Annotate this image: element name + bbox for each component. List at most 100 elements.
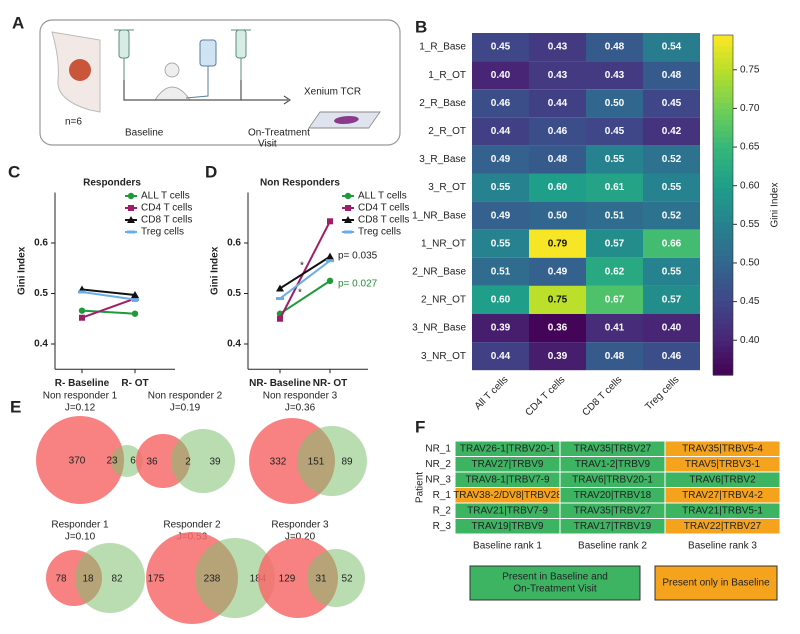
colorbar-step <box>713 148 733 155</box>
column-label: Baseline rank 3 <box>688 541 757 552</box>
colorbar-step <box>713 120 733 127</box>
heat-cell <box>586 342 643 371</box>
point <box>78 307 86 314</box>
cell-text: TRAV35|TRBV27 <box>574 505 652 516</box>
needle-left <box>114 29 134 80</box>
cell-label: 0.49 <box>548 266 568 277</box>
venn-count: 82 <box>111 574 123 585</box>
cell-label: 0.44 <box>548 98 568 109</box>
colorbar-step <box>713 256 733 263</box>
venn-circle <box>111 445 143 477</box>
row-label: 3_R_OT <box>428 182 466 193</box>
point <box>127 192 135 200</box>
colorbar-step <box>713 273 733 280</box>
cell-label: 0.50 <box>548 210 568 221</box>
cell-label: 0.61 <box>605 182 625 193</box>
colorbar-step <box>713 193 733 200</box>
cell-label: 0.55 <box>662 182 682 193</box>
row-label: 2_R_OT <box>428 126 466 137</box>
x-tick-label: NR- OT <box>313 378 347 389</box>
panel-label: B <box>415 17 427 36</box>
heat-cell <box>472 285 529 314</box>
column-label: Treg cells <box>643 374 681 412</box>
point <box>277 315 283 322</box>
cell-text: TRAV20|TRBV18 <box>574 490 652 501</box>
series-line <box>279 255 331 290</box>
cell-label: 0.60 <box>491 295 511 306</box>
cell-label: 0.48 <box>605 351 625 362</box>
panel-label: A <box>12 13 24 32</box>
heat-cell <box>643 285 700 314</box>
assay: Xenium TCR <box>304 87 361 98</box>
point <box>327 218 333 225</box>
heat-cell <box>586 173 643 202</box>
colorbar-step <box>713 154 733 161</box>
colorbar-step <box>713 199 733 206</box>
colorbar-tick-label: 0.70 <box>740 103 760 114</box>
colorbar-step <box>713 125 733 132</box>
venn-count: 23 <box>106 456 118 467</box>
y-tick-label: 0.5 <box>227 288 241 299</box>
colorbar-step <box>713 363 733 370</box>
annotation: p= 0.027 <box>338 279 378 290</box>
cell-label: 0.50 <box>605 98 625 109</box>
colorbar-step <box>713 131 733 138</box>
chart-title: Responders <box>83 178 141 189</box>
heat-cell <box>643 61 700 90</box>
venn-title: Non responder 1 <box>43 391 118 402</box>
row-label: 1_R_Base <box>419 42 466 53</box>
colorbar-tick-label: 0.45 <box>740 296 760 307</box>
row-label: 1_R_OT <box>428 70 466 81</box>
legend-label: CD4 T cells <box>358 203 409 214</box>
heat-cell <box>643 257 700 286</box>
colorbar-step <box>713 250 733 257</box>
point <box>128 205 134 211</box>
patient-illustration <box>154 62 191 101</box>
colorbar-step <box>713 80 733 87</box>
heat-cell <box>472 173 529 202</box>
cell-text: TRAV35|TRBV27 <box>574 443 652 454</box>
venn-jaccard: J=0.12 <box>65 403 96 414</box>
heat-cell <box>472 201 529 230</box>
colorbar-step <box>713 352 733 359</box>
point <box>326 259 334 263</box>
heat-cell <box>586 145 643 174</box>
point <box>344 192 352 200</box>
cell-label: 0.43 <box>548 70 568 81</box>
heat-cell <box>643 342 700 371</box>
venn-count: 36 <box>146 457 158 468</box>
colorbar-step <box>713 108 733 115</box>
schematic-box <box>39 19 401 146</box>
arrow <box>283 95 292 105</box>
cell-label: 0.67 <box>605 295 625 306</box>
colorbar-step <box>713 341 733 348</box>
colorbar-step <box>713 137 733 144</box>
heat-cell <box>586 89 643 118</box>
tumor <box>69 59 91 81</box>
cell-label: 0.48 <box>605 42 625 53</box>
panel-label: E <box>10 397 21 416</box>
panel-label: F <box>415 417 425 436</box>
cell-label: 0.49 <box>491 154 511 165</box>
colorbar-step <box>713 57 733 64</box>
y-tick-label: 0.5 <box>34 288 48 299</box>
cell-text: TRAV22|TRBV27 <box>684 521 762 532</box>
slide <box>307 111 381 129</box>
row-label: 3_R_Base <box>419 154 466 165</box>
row-axis-label: Patient <box>415 472 426 503</box>
cell-text: TRAV21|TRBV5-1 <box>682 505 763 516</box>
y-axis-label: Gini Index <box>17 246 28 295</box>
point <box>131 291 139 299</box>
heat-cell <box>472 145 529 174</box>
colorbar-step <box>713 103 733 110</box>
heat-cell <box>529 173 586 202</box>
row-label: R_2 <box>433 505 452 516</box>
venn-circle <box>36 416 124 504</box>
heat-cell <box>529 61 586 90</box>
colorbar-step <box>713 244 733 251</box>
x-tick-label: R- OT <box>121 378 148 389</box>
venn-title: Non responder 3 <box>263 391 338 402</box>
heat-cell <box>643 89 700 118</box>
heat-cell <box>529 285 586 314</box>
legend-label: On-Treatment Visit <box>513 584 597 595</box>
